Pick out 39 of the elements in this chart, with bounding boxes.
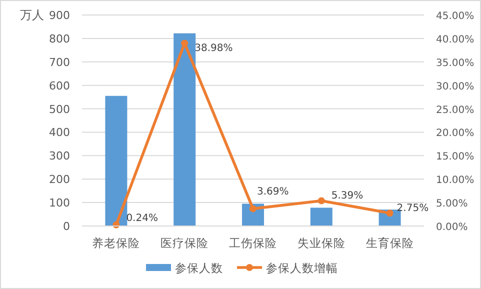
- bar: [105, 96, 128, 226]
- x-tick-label: 养老保险: [92, 236, 140, 250]
- x-tick-label: 失业保险: [297, 236, 346, 250]
- y-tick-label: 700: [49, 56, 70, 69]
- y2-tick-label: 30.00%: [436, 81, 474, 92]
- data-label: 2.75%: [396, 203, 429, 214]
- y2-tick-label: 45.00%: [436, 11, 474, 22]
- data-label: 3.69%: [257, 186, 289, 198]
- y2-tick-label: 0.00%: [436, 222, 468, 233]
- y-axis-title: 万人: [20, 8, 44, 22]
- y-tick-label: 100: [49, 196, 70, 210]
- y2-tick-label: 15.00%: [436, 152, 474, 163]
- point: [318, 197, 325, 204]
- y2-tick-label: 5.00%: [436, 198, 468, 210]
- y-tick-label: 500: [49, 102, 70, 116]
- y2-tick-label: 25.00%: [436, 104, 474, 116]
- legend-label: 参保人数: [175, 261, 223, 275]
- y-tick-label: 900: [49, 9, 70, 22]
- x-tick-label: 工伤保险: [229, 236, 277, 250]
- x-tick-label: 生育保险: [366, 236, 414, 250]
- y2-tick-label: 20.00%: [436, 128, 474, 140]
- y-tick-label: 200: [49, 173, 70, 186]
- x-tick-label: 医疗保险: [160, 236, 209, 250]
- y-tick-label: 0: [63, 220, 70, 233]
- y-tick-label: 800: [49, 32, 70, 46]
- bar: [174, 33, 196, 226]
- y2-tick-label: 35.00%: [436, 58, 474, 69]
- bar: [310, 208, 332, 226]
- y-tick-label: 300: [49, 150, 70, 163]
- point: [181, 40, 188, 47]
- legend-label: 参保人数增幅: [266, 261, 338, 275]
- y-tick-label: 400: [49, 126, 70, 140]
- y2-tick-label: 40.00%: [436, 34, 474, 46]
- point: [250, 205, 256, 212]
- point: [386, 210, 394, 217]
- data-label: 5.39%: [331, 190, 364, 202]
- y2-tick-label: 10.00%: [436, 175, 474, 186]
- data-label: 0.24%: [126, 212, 158, 224]
- y-tick-label: 600: [49, 79, 70, 92]
